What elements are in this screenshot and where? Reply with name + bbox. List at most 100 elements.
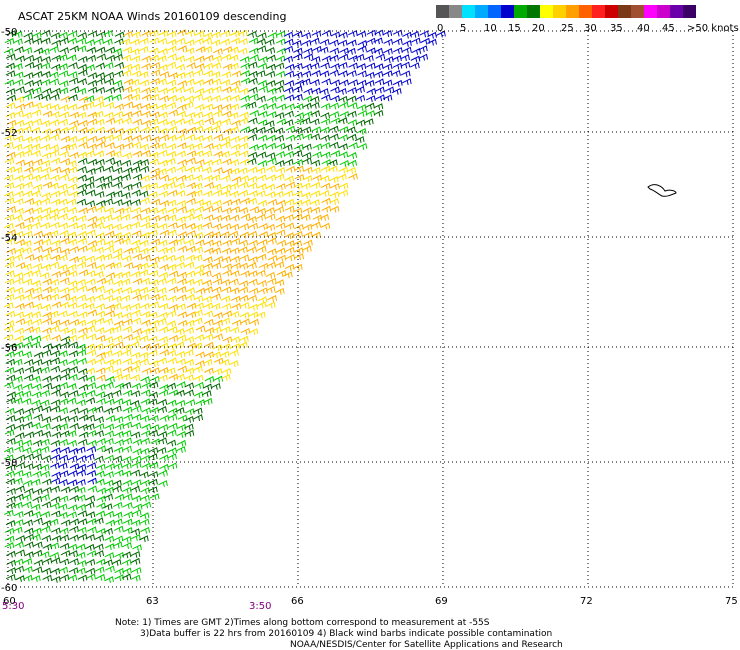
wind-barb <box>130 38 140 46</box>
wind-barb <box>148 151 159 159</box>
wind-barb <box>24 287 35 295</box>
wind-barb <box>193 125 204 133</box>
wind-barb <box>240 70 251 77</box>
wind-barb <box>231 198 241 206</box>
wind-barb <box>149 256 160 264</box>
wind-barb <box>23 160 34 168</box>
wind-barb <box>122 117 132 125</box>
wind-barb <box>4 191 14 198</box>
wind-barb <box>303 110 313 118</box>
wind-barb <box>356 63 367 70</box>
wind-barb <box>105 142 115 150</box>
wind-barb <box>4 429 15 437</box>
wind-barb <box>231 70 242 78</box>
wind-barb <box>239 254 250 262</box>
wind-barb <box>105 543 115 550</box>
wind-barb <box>139 158 150 166</box>
wind-barb <box>184 367 195 375</box>
wind-barb <box>148 429 159 437</box>
wind-barb <box>149 47 159 55</box>
wind-barb <box>238 239 249 247</box>
wind-barb <box>85 270 96 278</box>
wind-barb <box>114 237 125 245</box>
wind-barb <box>212 143 222 151</box>
wind-barb <box>132 544 142 552</box>
wind-barb <box>77 183 88 191</box>
wind-barb <box>194 55 205 63</box>
wind-barb <box>166 143 177 151</box>
wind-barb <box>41 327 52 335</box>
wind-barb <box>167 413 178 421</box>
wind-barb <box>213 48 223 55</box>
wind-barb <box>40 511 51 518</box>
wind-barb <box>13 63 23 70</box>
wind-barb <box>248 287 259 295</box>
wind-barb <box>175 86 186 94</box>
wind-barb <box>157 168 167 176</box>
wind-barb <box>176 358 186 366</box>
wind-barb <box>85 567 96 575</box>
wind-barb <box>203 256 213 264</box>
wind-barb <box>183 423 194 431</box>
wind-barb <box>30 143 41 151</box>
wind-barb <box>41 56 51 63</box>
wind-barb <box>122 542 133 549</box>
wind-barb <box>103 407 114 415</box>
wind-barb <box>14 198 24 205</box>
wind-barb <box>78 69 88 77</box>
wind-barb <box>15 575 25 582</box>
wind-barb <box>149 37 160 45</box>
wind-barb <box>57 54 68 61</box>
wind-barb <box>87 86 98 94</box>
wind-barb <box>58 254 68 262</box>
wind-barb <box>203 62 214 70</box>
wind-barb <box>24 54 35 62</box>
wind-barb <box>255 167 266 174</box>
wind-barb <box>41 525 51 533</box>
wind-barb <box>375 94 386 102</box>
wind-barb <box>95 254 106 262</box>
wind-barb <box>13 78 24 86</box>
wind-barb <box>78 431 89 439</box>
wind-barb <box>329 69 340 77</box>
wind-barb <box>123 93 133 101</box>
wind-barb <box>141 501 152 509</box>
wind-barb <box>24 61 35 69</box>
wind-barb <box>49 133 60 141</box>
wind-barb <box>95 367 106 375</box>
wind-barb <box>267 32 278 39</box>
wind-barb <box>130 288 141 296</box>
wind-barb <box>22 341 32 349</box>
wind-barb <box>121 255 132 263</box>
wind-barb <box>59 277 70 285</box>
wind-barb <box>14 445 24 453</box>
wind-barb <box>292 263 303 271</box>
wind-barb <box>4 157 15 165</box>
wind-barb <box>158 127 168 135</box>
wind-barb <box>41 534 52 542</box>
wind-barb <box>265 213 276 221</box>
wind-barb <box>337 87 347 95</box>
wind-barb <box>157 142 167 150</box>
wind-barb <box>401 78 412 86</box>
wind-barb <box>141 319 151 327</box>
wind-barb <box>96 200 106 207</box>
wind-barb <box>267 102 277 110</box>
wind-barb <box>14 96 25 103</box>
wind-barb <box>105 415 116 422</box>
legend-swatch <box>436 5 449 18</box>
wind-barb <box>12 397 23 405</box>
wind-barb <box>132 503 143 511</box>
axis-labels: -50 -52 -54 -56 -58 -60 60 63 66 69 72 7… <box>1 27 738 612</box>
wind-barb <box>77 189 87 197</box>
wind-barb <box>230 135 240 143</box>
wind-barb <box>50 496 61 504</box>
wind-barb <box>84 181 95 189</box>
wind-barb <box>267 248 277 256</box>
wind-barb <box>275 142 286 150</box>
wind-barb <box>213 357 224 365</box>
wind-barb <box>348 55 358 62</box>
wind-barb <box>95 77 106 85</box>
wind-barb <box>176 439 187 447</box>
wind-barb <box>338 95 348 103</box>
